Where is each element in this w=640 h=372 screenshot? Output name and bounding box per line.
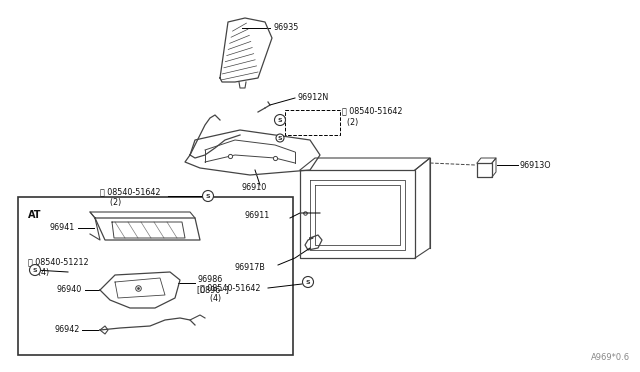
Text: 96940: 96940 — [57, 285, 82, 295]
Circle shape — [276, 134, 284, 142]
Text: Ⓢ 08540-51642: Ⓢ 08540-51642 — [200, 283, 260, 292]
Text: 96910: 96910 — [242, 183, 268, 192]
Text: 96912N: 96912N — [297, 93, 328, 102]
Text: Ⓢ 08540-51642: Ⓢ 08540-51642 — [342, 106, 403, 115]
Text: 96917B: 96917B — [234, 263, 265, 273]
Text: S: S — [33, 267, 37, 273]
Text: S: S — [278, 118, 282, 122]
Text: (2): (2) — [100, 198, 121, 206]
Circle shape — [275, 115, 285, 125]
Text: AT: AT — [28, 210, 42, 220]
Text: 96935: 96935 — [273, 23, 298, 32]
Text: 96986: 96986 — [197, 276, 222, 285]
Text: S: S — [306, 279, 310, 285]
Text: A969*0.6: A969*0.6 — [591, 353, 630, 362]
Text: Ⓢ 08540-51642: Ⓢ 08540-51642 — [100, 187, 161, 196]
Text: (4): (4) — [200, 294, 221, 302]
Text: 96913O: 96913O — [520, 160, 552, 170]
Text: [0896- ]: [0896- ] — [197, 285, 229, 295]
Bar — [18, 197, 293, 355]
Text: Ⓢ 08540-51212: Ⓢ 08540-51212 — [28, 257, 88, 266]
Circle shape — [303, 276, 314, 288]
Circle shape — [29, 264, 40, 276]
Circle shape — [202, 190, 214, 202]
Text: (2): (2) — [342, 118, 358, 126]
Text: S: S — [278, 135, 282, 141]
Text: 96911: 96911 — [244, 211, 270, 219]
Text: 96941: 96941 — [50, 224, 75, 232]
Text: 96942: 96942 — [54, 326, 80, 334]
Text: (4): (4) — [28, 267, 49, 276]
Text: S: S — [205, 193, 211, 199]
